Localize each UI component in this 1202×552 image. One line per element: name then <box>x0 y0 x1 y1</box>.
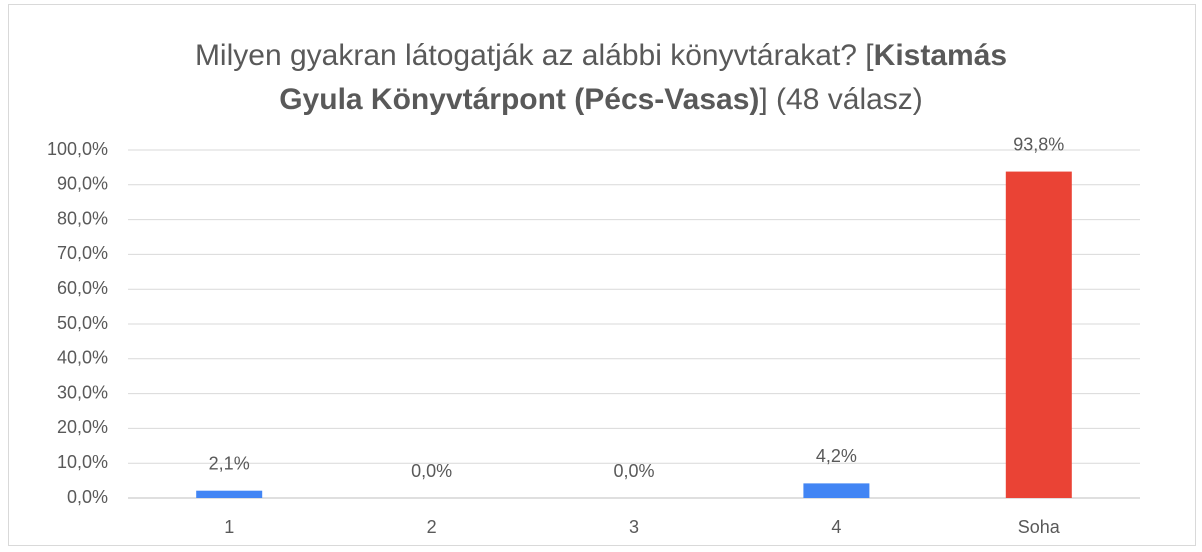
data-label: 93,8% <box>1013 134 1064 154</box>
x-tick-label: 4 <box>831 517 841 537</box>
y-tick-label: 80,0% <box>57 208 108 228</box>
y-tick-label: 60,0% <box>57 278 108 298</box>
title-segment: ] (48 válasz) <box>759 83 922 116</box>
bar <box>1005 171 1072 499</box>
y-tick-label: 10,0% <box>57 452 108 472</box>
y-tick-label: 50,0% <box>57 313 108 333</box>
chart-border <box>8 4 1196 546</box>
data-label: 0,0% <box>613 461 654 481</box>
x-tick-label: Soha <box>1018 517 1061 537</box>
y-tick-label: 70,0% <box>57 243 108 263</box>
data-label: 2,1% <box>209 453 250 473</box>
y-tick-label: 20,0% <box>57 417 108 437</box>
x-tick-label: 3 <box>629 517 639 537</box>
title-segment: Gyula Könyvtárpont (Pécs-Vasas) <box>279 83 759 116</box>
y-tick-label: 0,0% <box>67 487 108 507</box>
chart-title: Milyen gyakran látogatják az alábbi köny… <box>195 39 1007 72</box>
data-label: 0,0% <box>411 461 452 481</box>
y-tick-label: 30,0% <box>57 382 108 402</box>
title-segment: Milyen gyakran látogatják az alábbi köny… <box>195 39 874 72</box>
data-label: 4,2% <box>816 446 857 466</box>
x-tick-label: 1 <box>224 517 234 537</box>
y-tick-label: 40,0% <box>57 348 108 368</box>
y-tick-label: 100,0% <box>47 139 108 159</box>
y-tick-label: 90,0% <box>57 174 108 194</box>
bar <box>196 490 263 498</box>
x-tick-label: 2 <box>427 517 437 537</box>
chart-title: Gyula Könyvtárpont (Pécs-Vasas)] (48 vál… <box>279 83 923 116</box>
title-segment: Kistamás <box>874 39 1007 72</box>
bar <box>803 483 870 498</box>
